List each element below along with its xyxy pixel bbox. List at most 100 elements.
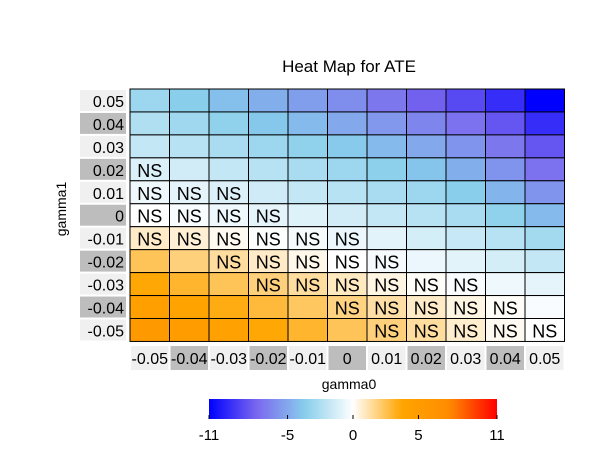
heatmap-cells: NS NS NS NS NS NS NS NS NS NS NS NS NS NS NS NS NS NS NS NS…: [129, 88, 565, 342]
y-tick-bg: [80, 112, 126, 134]
x-tick-bg: [131, 346, 169, 370]
ns-label: NS: [335, 253, 360, 273]
ns-label: NS: [295, 230, 320, 250]
heatmap-cell: [366, 203, 407, 228]
heatmap-cell: [406, 134, 447, 159]
heatmap-cell: [248, 88, 289, 113]
heatmap-cell: [485, 203, 526, 228]
heatmap-cell: [524, 88, 565, 113]
colorbar-ticks: -11 -5 0 5 11: [199, 415, 505, 444]
heatmap-cell: [129, 249, 170, 274]
x-tick-label: 0.05: [529, 351, 560, 368]
x-tick-label: -0.04: [171, 351, 208, 368]
heatmap-cell: [129, 272, 170, 297]
y-tick-bg: [80, 250, 126, 272]
heatmap-cell: [366, 111, 407, 136]
heatmap-cell: [524, 295, 565, 319]
y-tick-label: -0.04: [88, 301, 125, 318]
ns-label: NS: [453, 299, 478, 319]
heatmap-cell: [485, 88, 526, 113]
x-tick-bg: [407, 346, 445, 370]
heatmap-cell: [366, 180, 407, 205]
y-tick-bg: [80, 296, 126, 318]
x-tick-labels: -0.05 -0.04 -0.03 -0.02 -0.01 0 0.01 0.02 0.03 0.…: [131, 346, 564, 370]
ns-label: NS: [256, 276, 281, 296]
colorbar-tick-label: -11: [199, 427, 220, 444]
heatmap-cell: [524, 180, 565, 205]
x-tick-bg: [249, 346, 287, 370]
heatmap-cell: [485, 226, 526, 251]
heatmap-cell: [406, 249, 447, 274]
x-tick-bg: [210, 346, 248, 370]
ns-label: NS: [177, 230, 202, 250]
heatmap-cell: [406, 180, 447, 205]
y-tick-label: 0.04: [93, 117, 124, 134]
heatmap-cell: [445, 180, 486, 205]
ns-label: NS: [295, 253, 320, 273]
heatmap-cell: [208, 88, 249, 113]
heatmap-cell: [485, 180, 526, 205]
ns-label: NS: [532, 321, 557, 341]
heatmap-cell: [485, 272, 526, 297]
heatmap-cell: [327, 203, 368, 228]
heatmap-cell: [445, 111, 486, 136]
ns-label: NS: [414, 276, 439, 296]
heatmap-cell: [366, 226, 407, 251]
ns-label: NS: [216, 184, 241, 204]
heatmap-cell: [287, 180, 328, 205]
heatmap-cell: [208, 157, 249, 182]
heatmap-cell: [327, 318, 368, 342]
x-tick-bg: [368, 346, 406, 370]
ns-label: NS: [256, 207, 281, 227]
ns-label: NS: [256, 230, 281, 250]
heatmap-cell: [445, 134, 486, 159]
y-tick-label: 0.01: [93, 186, 124, 203]
heatmap-cell: [287, 318, 328, 342]
ns-label: NS: [414, 299, 439, 319]
y-tick-label: 0.03: [93, 140, 124, 157]
heatmap-cell: [485, 249, 526, 274]
ns-label: NS: [374, 276, 399, 296]
x-tick-label: 0.04: [490, 351, 521, 368]
y-tick-label: -0.05: [88, 323, 125, 340]
ns-label: NS: [295, 276, 320, 296]
y-tick-labels: 0.05 0.04 0.03 0.02 0.01 0 -0.01 -0.02 -0.03 -0.0…: [80, 90, 126, 341]
ns-label: NS: [216, 230, 241, 250]
heatmap-cell: [169, 272, 210, 297]
heatmap-cell: [208, 134, 249, 159]
ns-label: NS: [177, 184, 202, 204]
x-tick-label: 0.03: [450, 351, 481, 368]
ns-label: NS: [216, 253, 241, 273]
ns-label: NS: [453, 276, 478, 296]
ns-label: NS: [335, 299, 360, 319]
heatmap-cell: [327, 111, 368, 136]
heatmap-cell: [524, 249, 565, 274]
y-tick-bg: [80, 181, 126, 203]
y-tick-label: -0.02: [88, 255, 125, 272]
heatmap-cell: [208, 111, 249, 136]
ns-label: NS: [137, 161, 162, 181]
heatmap-cell: [366, 157, 407, 182]
heatmap-cell: [327, 180, 368, 205]
heatmap-cell: [327, 88, 368, 113]
x-axis-title: gamma0: [322, 376, 377, 392]
heatmap-cell: [169, 111, 210, 136]
y-tick-bg: [80, 319, 126, 341]
heatmap-cell: [129, 88, 170, 113]
heatmap-cell: [287, 111, 328, 136]
heatmap-cell: [287, 134, 328, 159]
heatmap-cell: [327, 157, 368, 182]
heatmap-cell: [485, 111, 526, 136]
ns-label: NS: [256, 253, 281, 273]
heatmap-cell: [248, 134, 289, 159]
heatmap-cell: [406, 203, 447, 228]
heatmap-cell: [524, 272, 565, 297]
heatmap-cell: [129, 134, 170, 159]
x-tick-label: 0: [343, 351, 352, 368]
heatmap-cell: [169, 295, 210, 319]
heatmap-cell: [445, 88, 486, 113]
heatmap-cell: [208, 318, 249, 342]
y-tick-label: 0: [115, 209, 124, 226]
ns-label: NS: [137, 184, 162, 204]
